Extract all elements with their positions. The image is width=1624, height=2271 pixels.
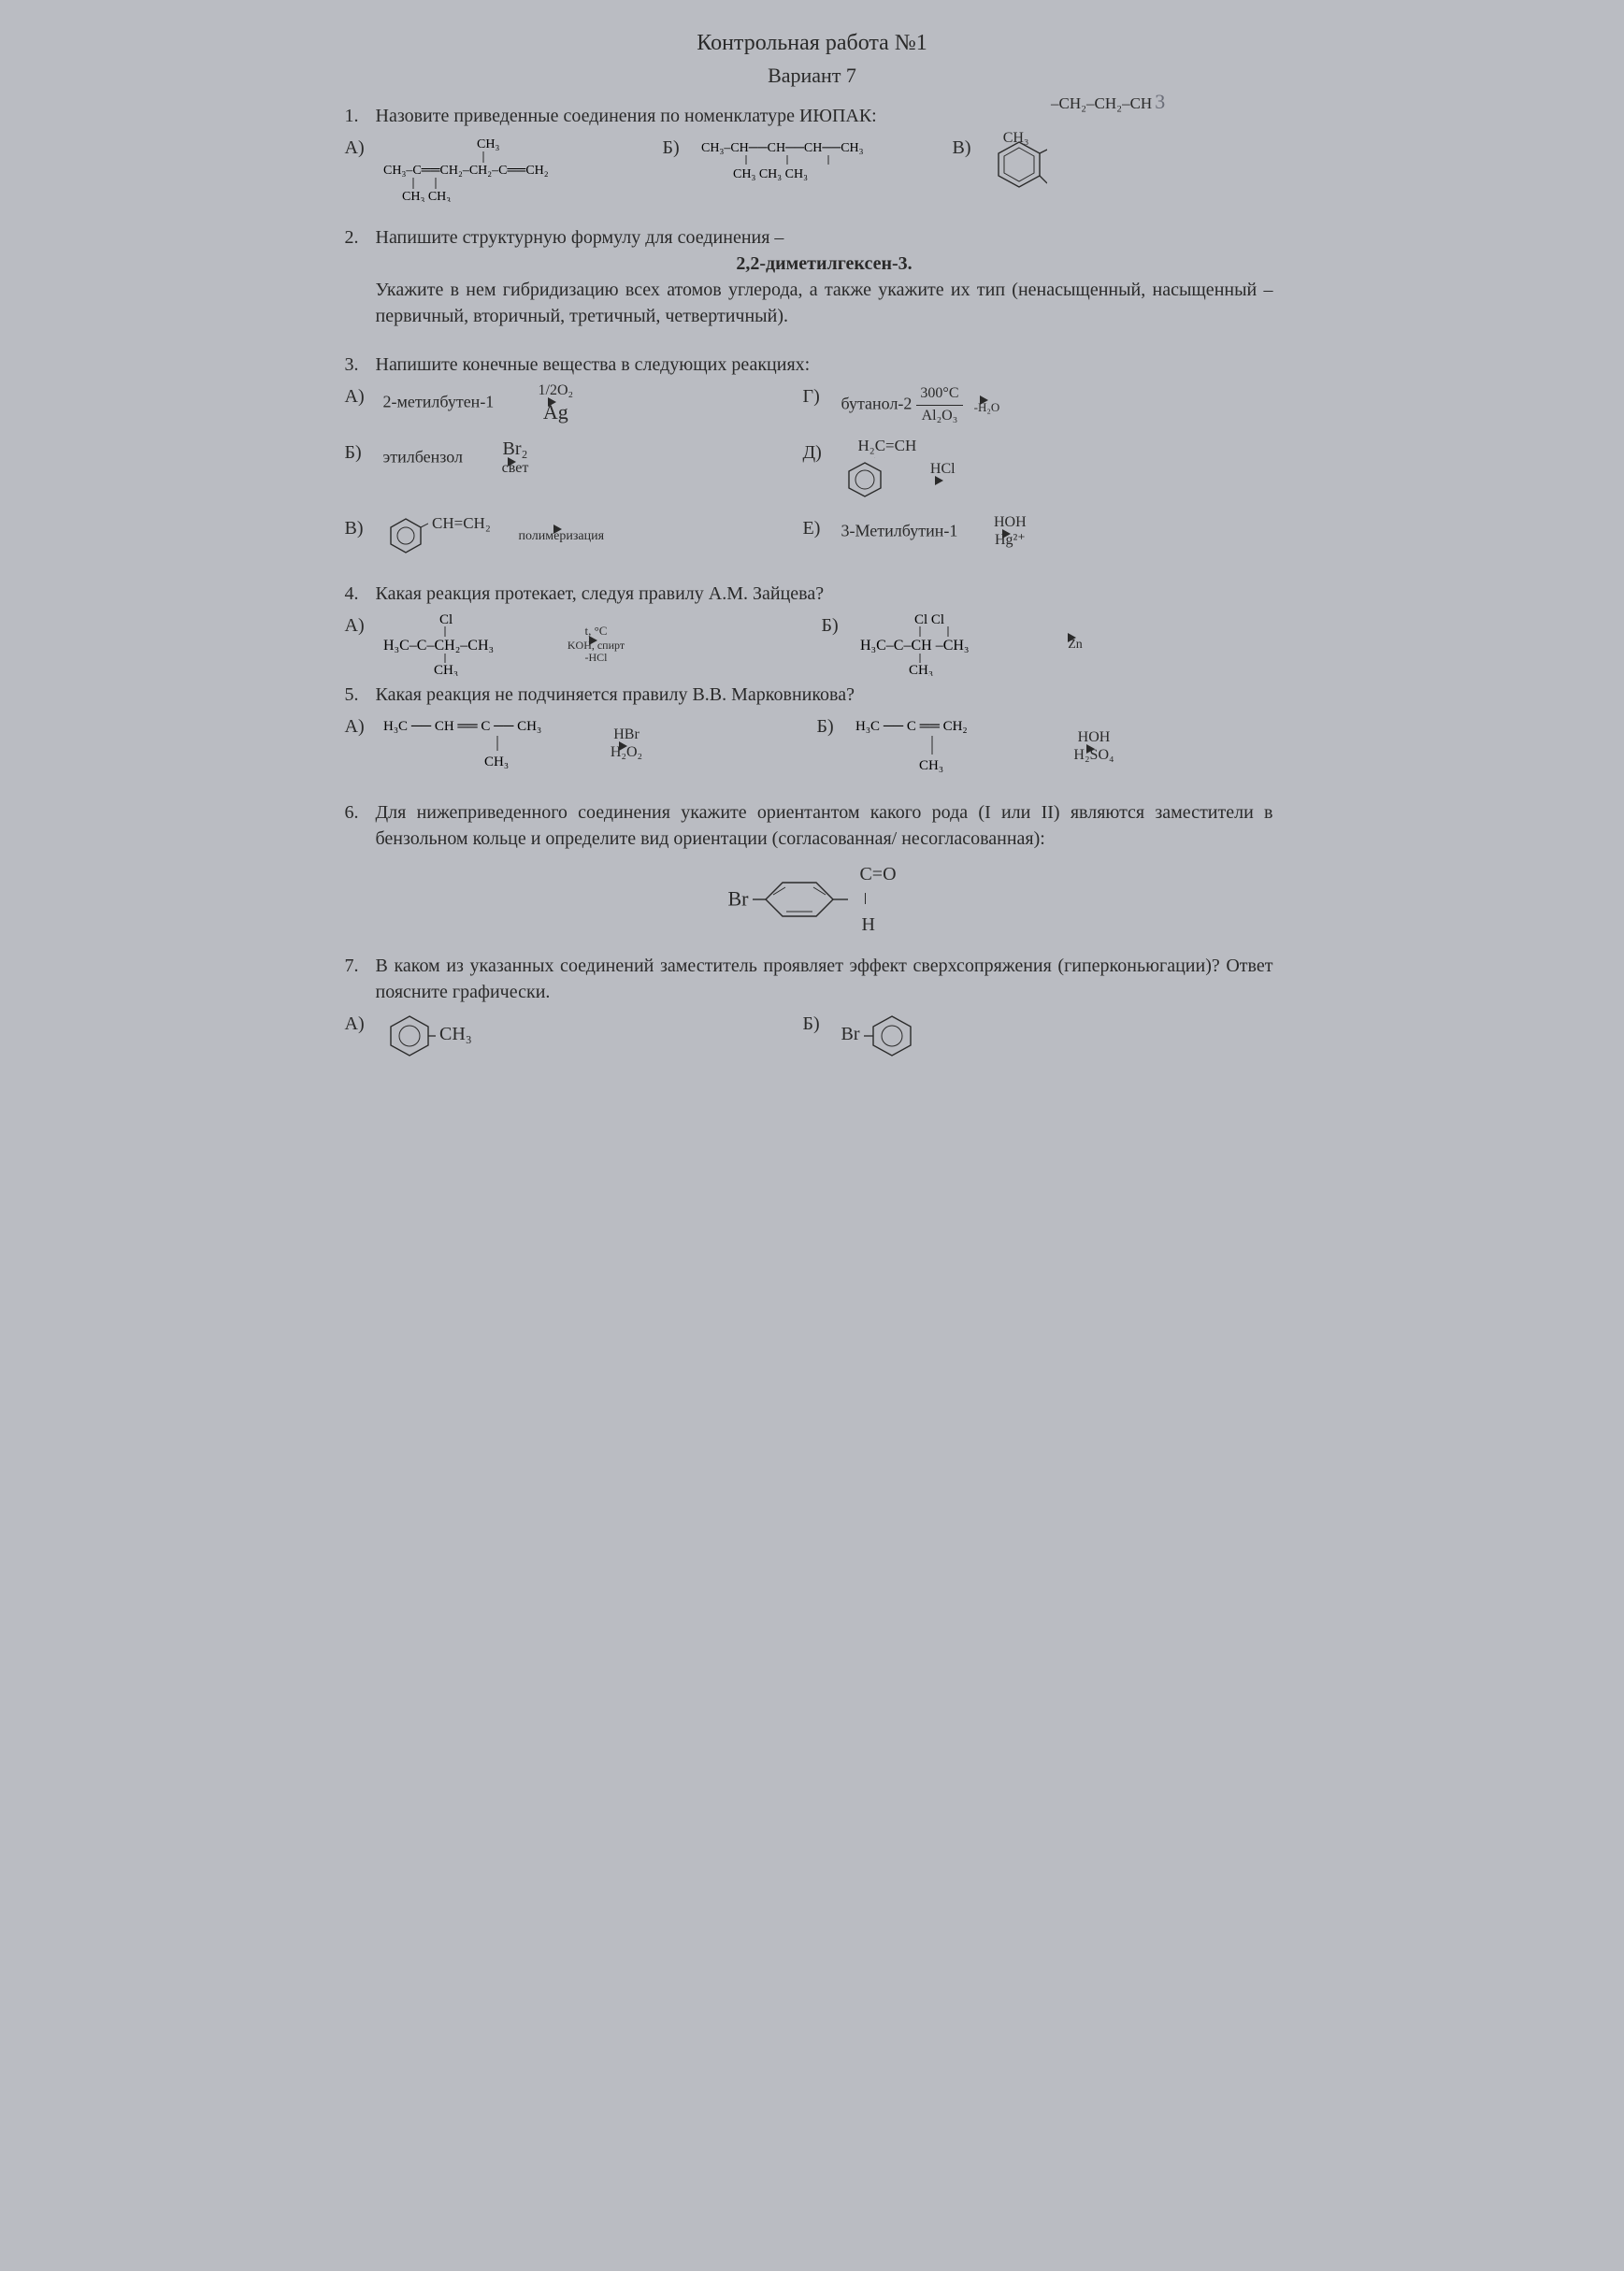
q5-B-arrow: HOH H₂SO₄ [1052,730,1136,764]
q1-V-pencil: 3 [1155,90,1165,113]
q1-V-label: В) [953,135,981,161]
doc-subtitle: Вариант 7 [345,62,1280,91]
question-6: 6. Для нижеприведенного соединения укажи… [345,799,1280,937]
q4-A-arrow: t, °C KOH, спирт -HCl [552,625,640,663]
q2-name: 2,2-диметилгексен-3. [376,251,1273,277]
toluene-me: CH₃ [439,1024,472,1044]
q7-A-label: А) [345,1011,373,1037]
q7-B-label: Б) [803,1011,831,1037]
q7-B-struct: Br [841,1023,921,1042]
svg-text:CH₃–C══CH₂–CH₂–C══CH₂: CH₃–C══CH₂–CH₂–C══CH₂ [383,164,549,178]
q4-text: Какая реакция протекает, следуя правилу … [376,581,1273,607]
q7-num: 7. [345,953,371,979]
q3-B-arrow: Br₂ свет [473,439,557,477]
svg-text:H₃C–C–CH –CH₃: H₃C–C–CH –CH₃ [860,638,970,654]
q3-B-label: Б) [345,439,373,466]
q5-num: 5. [345,682,371,708]
frac-den: Al₂O₃ [916,406,962,426]
q1-V-propyl: –CH₂–CH₂–CH [1051,94,1152,112]
q4-A-label: А) [345,612,373,639]
arrow-above: Br₂ [473,439,557,459]
question-4: 4. Какая реакция протекает, следуя прави… [345,581,1280,676]
q3-V-struct: CH=CH₂ [383,525,496,543]
q3-G-left: бутанол-2 [841,395,913,413]
q3-G-label: Г) [803,383,831,410]
q4-B-label: Б) [822,612,850,639]
q3-G-frac: 300°C Al₂O₃ [916,383,962,426]
bromobenzene-br: Br [841,1024,860,1044]
svg-text:CH₃: CH₃ [477,137,499,151]
q2-text1: Напишите структурную формулу для соедине… [376,227,784,248]
doc-title: Контрольная работа №1 [345,28,1280,60]
q3-B-left: этилбензол [383,448,464,467]
q2-num: 2. [345,224,371,251]
svg-text:H₃C ── C ══ CH₂: H₃C ── C ══ CH₂ [855,719,968,734]
svg-text:Cl Cl: Cl Cl [914,612,944,627]
q5-A-label: А) [345,713,373,740]
q5-A-arrow: HBr H₂O₂ [589,727,664,761]
q3-E-label: Е) [803,515,831,541]
question-7: 7. В каком из указанных соединений замес… [345,953,1280,1057]
q5-A-struct: H₃C ── CH ══ C ── CH₃ CH₃ [383,733,584,752]
q1-B-struct: CH₃–CH──CH──CH──CH₃ CH₃ CH₃ CH₃ [701,152,926,171]
cho-h: H [861,914,874,935]
vinyl-label: H₂C=CH [858,437,917,454]
q3-text: Напишите конечные вещества в следующих р… [376,352,1273,378]
q1-B-label: Б) [663,135,691,161]
question-3: 3. Напишите конечные вещества в следующи… [345,352,1280,556]
q3-A-label: А) [345,383,373,410]
vinyl-label: CH=CH₂ [432,514,491,532]
q3-E-left: 3-Метилбутин-1 [841,522,958,540]
q1-num: 1. [345,103,371,129]
hcl: -HCl [585,651,608,664]
q4-B-struct: Cl Cl H₃C–C–CH –CH₃ CH₃ [860,633,1042,652]
svg-text:H₃C–C–CH₂–CH₃: H₃C–C–CH₂–CH₃ [383,638,494,654]
q6-text: Для нижеприведенного соединения укажите … [376,799,1273,852]
q2-text2: Укажите в нем гибридизацию всех атомов у… [376,277,1273,329]
q3-num: 3. [345,352,371,378]
question-2: 2. Напишите структурную формулу для соед… [345,224,1280,329]
q4-A-struct: Cl H₃C–C–CH₂–CH₃ CH₃ [383,633,547,652]
q3-V-label: В) [345,515,373,541]
q3-D-label: Д) [803,439,831,466]
q3-E-arrow: HOH Hg²⁺ [968,515,1052,549]
q4-num: 4. [345,581,371,607]
q1-V-struct: –CH₂–CH₂–CH3 CH₃ [991,135,1193,202]
svg-text:CH₃: CH₃ [484,755,509,769]
q5-B-struct: H₃C ── C ══ CH₂ CH₃ [855,736,1047,755]
svg-text:CH₃ CH₃ CH₃: CH₃ CH₃ CH₃ [733,167,808,181]
frac-num: 300°C [916,383,962,405]
q3-D-arrow: HCl [910,462,975,480]
q5-B-label: Б) [817,713,845,740]
svg-text:H₃C ── CH ══ C ── CH₃: H₃C ── CH ══ C ── CH₃ [383,719,541,734]
q6-struct: Br C=O H [727,888,896,907]
svg-text:CH₃: CH₃ [919,758,943,773]
q3-A-arrow: 1/2O₂ Ag [504,383,607,423]
svg-text:Cl: Cl [439,612,453,627]
q1-A-label: А) [345,135,373,161]
question-1: 1. Назовите приведенные соединения по но… [345,103,1280,202]
svg-text:CH₃: CH₃ [909,663,933,676]
q3-V-arrow: полимеризация [500,528,622,544]
svg-text:CH₃ CH₃: CH₃ CH₃ [402,190,451,202]
q1-A-struct: CH₃ CH₃–C══CH₂–CH₂–C══CH₂ CH₃ CH₃ [383,158,626,177]
q6-num: 6. [345,799,371,826]
svg-text:CH₃–CH──CH──CH──CH₃: CH₃–CH──CH──CH──CH₃ [701,141,864,155]
q3-D-struct: H₂C=CH [841,439,900,502]
q3-G-arrow: -H₂O [973,399,1001,414]
question-5: 5. Какая реакция не подчиняется правилу … [345,682,1280,781]
q3-A-left: 2-метилбутен-1 [383,393,495,411]
q7-A-struct: CH₃ [383,1023,472,1042]
q4-B-arrow: Zn [1047,637,1103,653]
cho-c: C=O [859,864,896,884]
q5-text: Какая реакция не подчиняется правилу В.В… [376,682,1273,708]
q1-V-me: CH₃ [1003,130,1029,146]
br-label: Br [727,887,748,911]
svg-text:CH₃: CH₃ [434,663,458,676]
q7-text: В каком из указанных соединений заместит… [376,953,1273,1005]
